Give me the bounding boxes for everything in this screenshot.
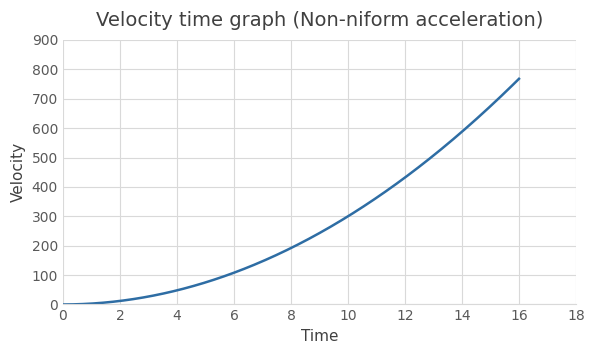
X-axis label: Time: Time [301, 329, 338, 344]
Y-axis label: Velocity: Velocity [11, 142, 26, 202]
Title: Velocity time graph (Non-niform acceleration): Velocity time graph (Non-niform accelera… [96, 11, 543, 30]
